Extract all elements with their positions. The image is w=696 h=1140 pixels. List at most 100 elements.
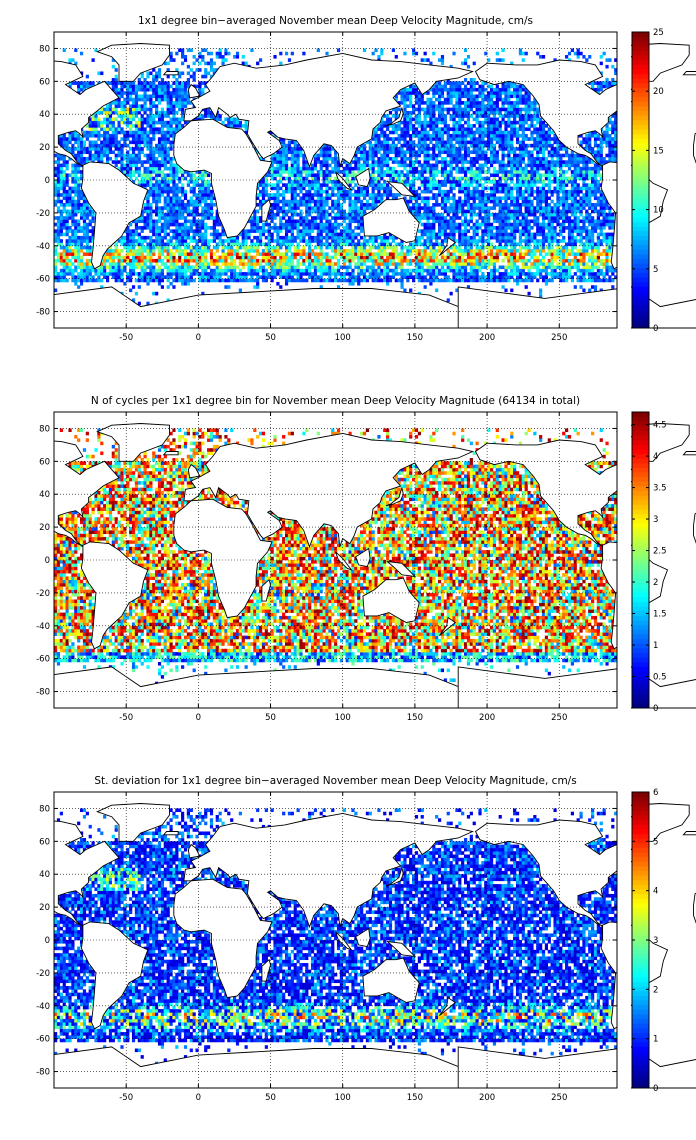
heatmap-cell (138, 285, 141, 289)
heatmap-cell (187, 98, 190, 102)
heatmap-cell (187, 266, 190, 270)
heatmap-cell (94, 279, 97, 283)
heatmap-cell (178, 203, 181, 207)
heatmap-cell (279, 206, 282, 210)
heatmap-cell (444, 157, 447, 161)
heatmap-cell (360, 266, 363, 270)
heatmap-cell (158, 71, 161, 75)
heatmap-cell (311, 229, 314, 233)
heatmap-cell (297, 226, 300, 230)
heatmap-cell (458, 249, 461, 253)
heatmap-cell (374, 196, 377, 200)
heatmap-cell (86, 236, 89, 240)
heatmap-cell (198, 183, 201, 187)
heatmap-cell (158, 160, 161, 164)
heatmap-cell (233, 124, 236, 128)
heatmap-cell (432, 249, 435, 253)
heatmap-cell (360, 200, 363, 204)
heatmap-cell (126, 134, 129, 138)
heatmap-cell (444, 203, 447, 207)
heatmap-cell (144, 236, 147, 240)
heatmap-cell (181, 101, 184, 105)
heatmap-cell (161, 279, 164, 283)
heatmap-cell (66, 279, 69, 283)
heatmap-cell (302, 157, 305, 161)
heatmap-cell (400, 157, 403, 161)
heatmap-cell (245, 121, 248, 125)
heatmap-cell (441, 223, 444, 227)
heatmap-cell (441, 233, 444, 237)
heatmap-cell (406, 269, 409, 273)
heatmap-cell (346, 167, 349, 171)
heatmap-cell (273, 55, 276, 59)
heatmap-cell (294, 190, 297, 194)
heatmap-cell (317, 193, 320, 197)
heatmap-cell (265, 183, 268, 187)
heatmap-cell (132, 85, 135, 89)
heatmap-cell (115, 164, 118, 168)
heatmap-cell (247, 272, 250, 276)
heatmap-cell (259, 239, 262, 243)
heatmap-cell (383, 252, 386, 256)
heatmap-cell (152, 193, 155, 197)
heatmap-cell (106, 150, 109, 154)
heatmap-cell (421, 272, 424, 276)
heatmap-cell (89, 124, 92, 128)
heatmap-cell (167, 252, 170, 256)
heatmap-cell (398, 137, 401, 141)
heatmap-cell (74, 266, 77, 270)
heatmap-cell (190, 226, 193, 230)
heatmap-cell (112, 124, 115, 128)
heatmap-cell (138, 219, 141, 223)
heatmap-cell (63, 266, 66, 270)
heatmap-cell (372, 239, 375, 243)
heatmap-cell (409, 262, 412, 266)
heatmap-cell (262, 226, 265, 230)
heatmap-cell (291, 200, 294, 204)
heatmap-cell (247, 249, 250, 253)
heatmap-cell (406, 114, 409, 118)
heatmap-cell (63, 233, 66, 237)
heatmap-cell (343, 193, 346, 197)
heatmap-cell (320, 154, 323, 158)
heatmap-cell (132, 91, 135, 95)
heatmap-cell (141, 104, 144, 108)
heatmap-cell (204, 259, 207, 263)
heatmap-cell (424, 239, 427, 243)
heatmap-cell (256, 282, 259, 286)
heatmap-cell (126, 81, 129, 85)
heatmap-cell (435, 272, 438, 276)
heatmap-cell (320, 173, 323, 177)
heatmap-cell (178, 252, 181, 256)
heatmap-cell (429, 98, 432, 102)
heatmap-cell (452, 94, 455, 98)
heatmap-cell (458, 262, 461, 266)
heatmap-cell (386, 118, 389, 122)
heatmap-cell (380, 279, 383, 283)
heatmap-cell (314, 206, 317, 210)
heatmap-cell (195, 249, 198, 253)
heatmap-cell (409, 272, 412, 276)
heatmap-cell (334, 183, 337, 187)
heatmap-cell (351, 279, 354, 283)
heatmap-cell (400, 150, 403, 154)
heatmap-cell (57, 272, 60, 276)
heatmap-cell (395, 160, 398, 164)
heatmap-cell (198, 81, 201, 85)
heatmap-cell (444, 147, 447, 151)
heatmap-cell (441, 206, 444, 210)
heatmap-cell (132, 147, 135, 151)
heatmap-cell (323, 256, 326, 260)
heatmap-cell (169, 269, 172, 273)
heatmap-cell (120, 127, 123, 131)
heatmap-cell (187, 282, 190, 286)
heatmap-cell (357, 259, 360, 263)
heatmap-cell (167, 206, 170, 210)
heatmap-cell (187, 101, 190, 105)
heatmap-cell (66, 213, 69, 217)
heatmap-cell (66, 246, 69, 250)
heatmap-cell (158, 229, 161, 233)
heatmap-cell (288, 173, 291, 177)
heatmap-cell (141, 88, 144, 92)
heatmap-cell (383, 173, 386, 177)
